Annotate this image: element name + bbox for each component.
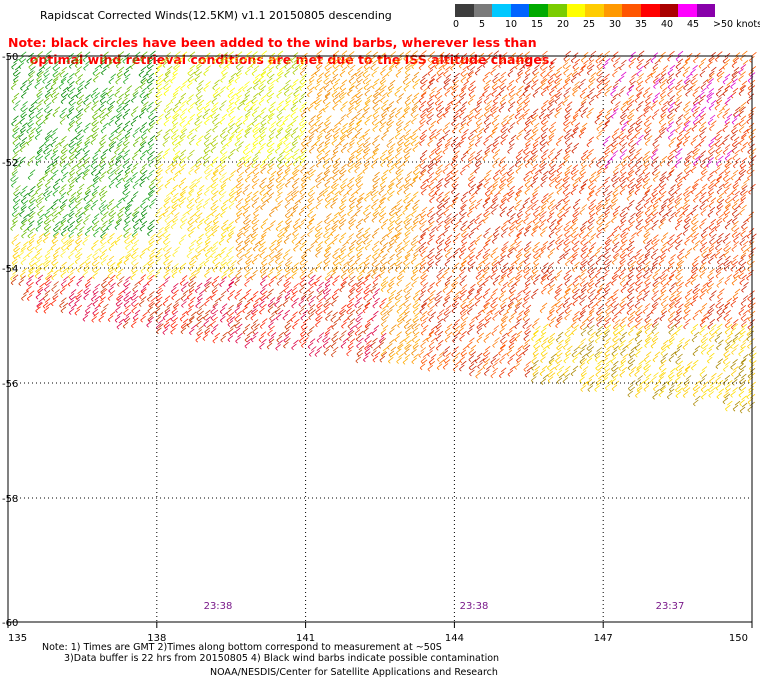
legend-swatch xyxy=(603,4,623,17)
wind-barb-group xyxy=(235,50,421,358)
legend-label: 0 xyxy=(453,19,460,30)
legend-swatch xyxy=(547,4,567,17)
credits: NOAA/NESDIS/Center for Satellite Applica… xyxy=(210,667,498,678)
legend-swatch xyxy=(510,4,530,17)
legend-color-bar xyxy=(455,4,716,17)
legend-swatch xyxy=(622,4,641,17)
legend-labels: 0 5 10 15 20 25 30 35 40 45 >50 knots xyxy=(453,17,760,31)
legend-label: 40 xyxy=(661,19,674,30)
wind-barbs xyxy=(10,50,757,414)
time-label: 23:38 xyxy=(460,601,489,612)
wind-barb-group xyxy=(236,52,421,365)
lon-tick-label: 150 xyxy=(729,633,748,644)
legend-label: 45 xyxy=(687,19,700,30)
lon-tick-label: 141 xyxy=(296,633,315,644)
lat-lon-grid xyxy=(8,56,752,622)
wind-barb-group xyxy=(602,50,756,169)
wind-speed-legend: 0 5 10 15 20 25 30 35 40 45 >50 knots xyxy=(453,4,760,31)
map-frame xyxy=(7,55,753,623)
lat-tick-label: -58 xyxy=(2,494,18,505)
time-label: 23:38 xyxy=(204,601,233,612)
wind-barb-group xyxy=(26,274,387,363)
footnote-line-1: Note: 1) Times are GMT 2)Times along bot… xyxy=(42,642,442,653)
legend-swatch xyxy=(473,4,493,17)
lon-tick-label: 147 xyxy=(594,633,613,644)
time-label: 23:37 xyxy=(656,601,685,612)
wind-barb-group xyxy=(163,50,307,168)
legend-label: 20 xyxy=(557,19,570,30)
lat-tick-label: -56 xyxy=(2,379,18,390)
legend-swatch xyxy=(455,4,474,17)
legend-label: 15 xyxy=(531,19,544,30)
legend-label: 10 xyxy=(505,19,518,30)
note-line-1: Note: black circles have been added to t… xyxy=(8,35,537,50)
lat-tick-label: -50 xyxy=(2,52,18,63)
legend-swatch xyxy=(640,4,660,17)
wind-barb-group xyxy=(10,163,237,280)
wind-barb-group xyxy=(10,51,157,239)
wind-barb-group xyxy=(418,50,756,379)
wind-barb-group xyxy=(234,50,421,365)
wind-barb-group xyxy=(154,50,308,169)
legend-swatch xyxy=(678,4,697,17)
legend-swatch xyxy=(696,4,716,17)
axis-ticks: 135 138 141 144 147 150 -50 -52 -54 -56 -58 -60 23:3… xyxy=(2,52,753,644)
lon-tick-label: 135 xyxy=(8,633,27,644)
wind-barb-group xyxy=(418,50,757,379)
lon-tick-label: 138 xyxy=(147,633,166,644)
wind-barb-group xyxy=(418,50,757,378)
wind-barb-group xyxy=(10,50,157,239)
legend-label: >50 knots xyxy=(713,19,760,30)
lon-tick-label: 144 xyxy=(445,633,464,644)
wind-barb-group xyxy=(11,50,157,239)
wind-barb-group xyxy=(154,51,307,169)
wind-barb-group xyxy=(531,323,757,414)
lat-tick-label: -54 xyxy=(2,264,18,275)
legend-label: 5 xyxy=(479,19,486,30)
legend-label: 25 xyxy=(583,19,596,30)
wind-barb-group xyxy=(26,274,387,363)
legend-label: 35 xyxy=(635,19,648,30)
legend-swatch xyxy=(529,4,548,17)
legend-swatch xyxy=(492,4,511,17)
legend-swatch xyxy=(585,4,604,17)
legend-label: 30 xyxy=(609,19,622,30)
wind-barb-group xyxy=(418,50,757,379)
lat-tick-label: -60 xyxy=(2,618,18,629)
map-title: Rapidscat Corrected Winds(12.5KM) v1.1 2… xyxy=(40,9,392,22)
legend-swatch xyxy=(566,4,586,17)
lat-tick-label: -52 xyxy=(2,158,18,169)
legend-swatch xyxy=(659,4,679,17)
footnote-line-2: 3)Data buffer is 22 hrs from 20150805 4)… xyxy=(64,653,500,664)
